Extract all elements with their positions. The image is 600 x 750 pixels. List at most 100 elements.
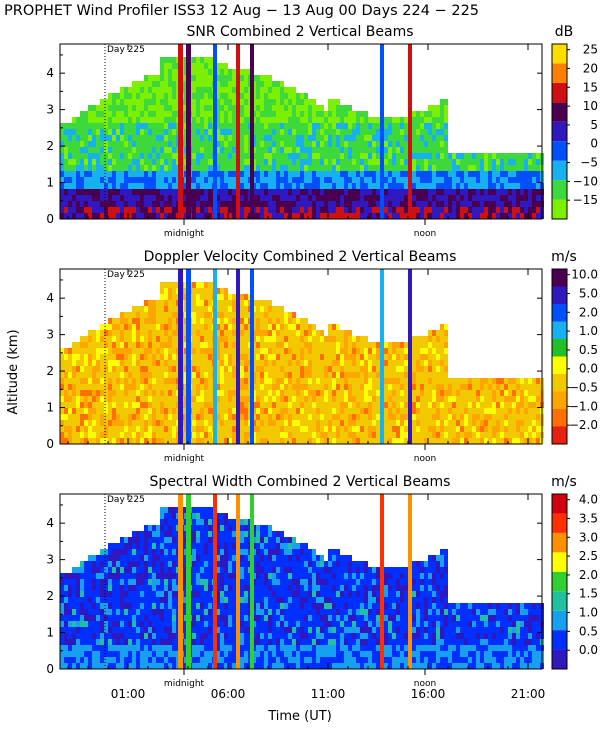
- colorbar-label: 1.0: [579, 324, 598, 338]
- y-tick-label: 1: [46, 176, 54, 190]
- precip-band: [380, 44, 384, 219]
- precip-band: [186, 269, 191, 444]
- day-marker-label: Day 225: [107, 495, 145, 505]
- panel-title: Doppler Velocity Combined 2 Vertical Bea…: [144, 249, 457, 265]
- x-axis-label: Time (UT): [267, 709, 332, 724]
- colorbar-segment: [552, 304, 567, 322]
- colorbar-segment: [552, 409, 567, 427]
- colorbar-label: 0.0: [579, 362, 598, 376]
- x-tick-label: 01:00: [111, 687, 146, 701]
- colorbar-label: 0.0: [579, 643, 598, 657]
- noon-label: noon: [414, 229, 436, 239]
- colorbar-segment: [552, 630, 567, 650]
- noon-label: noon: [414, 454, 436, 464]
- precip-band: [178, 494, 183, 669]
- colorbar-label: 0: [590, 137, 598, 151]
- colorbar-label: 25: [583, 43, 598, 57]
- x-tick-label: 21:00: [511, 687, 546, 701]
- precip-band: [408, 269, 412, 444]
- colorbar-segment: [552, 610, 567, 631]
- colorbar-label: 0.5: [579, 624, 598, 638]
- colorbar-segment: [552, 426, 567, 444]
- colorbar-label: −10: [573, 174, 598, 188]
- y-tick-label: 0: [46, 437, 54, 451]
- colorbar-segment: [552, 121, 567, 142]
- y-tick-label: 2: [46, 364, 54, 378]
- y-tick-label: 4: [46, 516, 54, 530]
- colorbar-label: −5: [580, 156, 598, 170]
- colorbar-label: −2.0: [569, 418, 598, 432]
- precip-band: [250, 494, 254, 669]
- precip-band: [250, 269, 254, 444]
- colorbar-segment: [552, 141, 567, 161]
- y-tick-label: 3: [46, 328, 54, 342]
- colorbar-segment: [552, 374, 567, 392]
- colorbar-frame: [551, 268, 568, 445]
- colorbar-label: 3.0: [579, 530, 598, 544]
- heatmap-field: [60, 507, 544, 669]
- colorbar-label: 0.5: [579, 343, 598, 357]
- midnight-label: midnight: [164, 679, 205, 689]
- heatmap-field: [60, 282, 544, 444]
- colorbar-segment: [552, 532, 567, 553]
- colorbar-label: −1.0: [569, 399, 598, 413]
- colorbar-segment: [552, 391, 567, 409]
- x-tick-label: 16:00: [411, 687, 446, 701]
- colorbar-label: 10: [583, 99, 598, 113]
- precip-band: [250, 44, 254, 219]
- y-tick-label: 3: [46, 103, 54, 117]
- plot-frame: [59, 268, 543, 445]
- precip-band: [236, 44, 240, 219]
- colorbar-label: 20: [583, 61, 598, 75]
- colorbar-segment: [552, 552, 567, 572]
- units-label: m/s: [551, 249, 577, 265]
- colorbar-segment: [552, 82, 567, 103]
- heatmap-field: [60, 57, 544, 219]
- colorbar-segment: [552, 649, 567, 669]
- colorbar-segment: [552, 513, 567, 533]
- colorbar-label: 1.0: [579, 606, 598, 620]
- panel-title: Spectral Width Combined 2 Vertical Beams: [150, 474, 451, 490]
- colorbar-segment: [552, 269, 567, 287]
- colorbar-label: 2.0: [579, 305, 598, 319]
- colorbar-label: 10.0: [571, 268, 598, 282]
- figure-title: PROPHET Wind Profiler ISS3 12 Aug − 13 A…: [4, 3, 479, 19]
- colorbar-segment: [552, 339, 567, 357]
- precip-band: [213, 44, 217, 219]
- y-tick-label: 0: [46, 212, 54, 226]
- y-axis-label: Altitude (km): [6, 329, 21, 414]
- precip-band: [380, 494, 384, 669]
- y-tick-label: 4: [46, 291, 54, 305]
- colorbar-segment: [552, 286, 567, 304]
- colorbar-label: −0.5: [569, 381, 598, 395]
- x-tick-label: 11:00: [311, 687, 346, 701]
- colorbar-label: 2.0: [579, 568, 598, 582]
- colorbar-segment: [552, 356, 567, 374]
- colorbar-label: 5.0: [579, 286, 598, 300]
- plot-frame: [59, 43, 543, 220]
- panel-2: Doppler Velocity Combined 2 Vertical Bea…: [46, 249, 598, 464]
- colorbar-segment: [552, 180, 567, 200]
- precip-band: [213, 269, 217, 444]
- noon-label: noon: [414, 679, 436, 689]
- plot-frame: [59, 493, 543, 670]
- precip-band: [213, 494, 217, 669]
- colorbar-segment: [552, 571, 567, 592]
- y-tick-label: 0: [46, 662, 54, 676]
- panel-1: SNR Combined 2 Vertical Beams dB 0 1 2 3 4 midn…: [46, 24, 598, 239]
- day-marker-label: Day 225: [107, 45, 145, 55]
- midnight-label: midnight: [164, 454, 205, 464]
- precip-band: [186, 44, 191, 219]
- precip-band: [236, 269, 240, 444]
- colorbar-segment: [552, 63, 567, 83]
- colorbar-segment: [552, 591, 567, 611]
- y-tick-label: 2: [46, 139, 54, 153]
- colorbar-label: 1.5: [579, 587, 598, 601]
- precip-band: [408, 494, 412, 669]
- y-tick-label: 2: [46, 589, 54, 603]
- colorbar-segment: [552, 321, 567, 339]
- y-tick-label: 1: [46, 626, 54, 640]
- panel-3: Spectral Width Combined 2 Vertical Beams…: [46, 474, 598, 701]
- colorbar-label: −15: [573, 193, 598, 207]
